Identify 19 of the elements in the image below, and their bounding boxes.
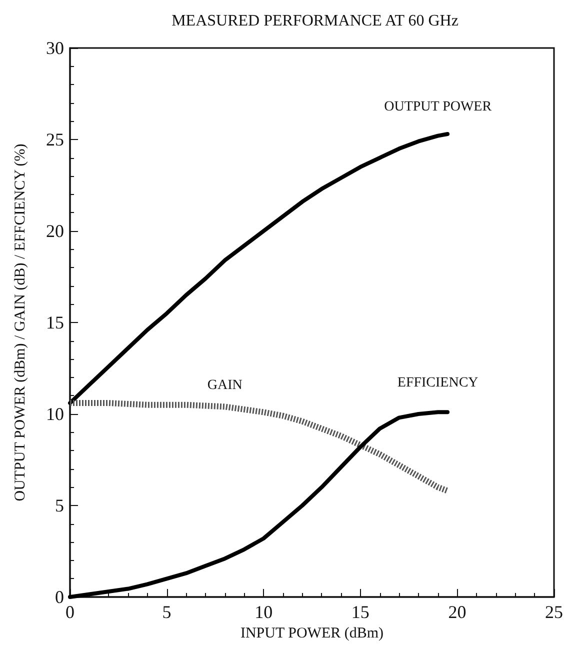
chart-title: MEASURED PERFORMANCE AT 60 GHz — [172, 12, 458, 30]
x-axis-title: INPUT POWER (dBm) — [240, 625, 384, 642]
text: OUTPUT POWER — [384, 99, 492, 114]
y-tick-label: 10 — [46, 404, 64, 424]
y-tick-label: 0 — [55, 587, 64, 607]
series-label: EFFICIENCY — [397, 376, 478, 391]
x-tick-label: 25 — [545, 602, 563, 622]
x-tick-label: 10 — [254, 602, 273, 622]
x-tick-label: 20 — [448, 602, 466, 622]
y-tick-label: 20 — [46, 221, 64, 241]
y-axis-title: OUTPUT POWER (dBm) / GAIN (dB) / EFFCIENCY (%) — [12, 144, 28, 502]
y-tick-label: 30 — [46, 38, 64, 58]
x-tick-label: 5 — [162, 602, 172, 622]
y-tick-label: 15 — [46, 312, 64, 332]
y-tick-label: 25 — [46, 130, 64, 150]
line-series — [68, 410, 450, 599]
y-tick-label: 5 — [55, 496, 64, 516]
x-tick-label: 15 — [351, 602, 370, 622]
series-label: GAIN — [207, 378, 242, 394]
